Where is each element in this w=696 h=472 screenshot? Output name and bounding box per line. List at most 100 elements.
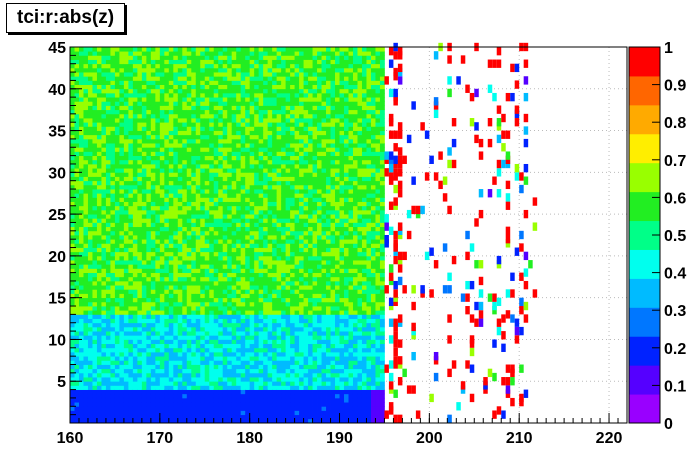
heatmap-cell (222, 97, 228, 102)
heatmap-cell (312, 151, 318, 157)
heatmap-cell (191, 113, 197, 119)
heatmap-cell (159, 251, 165, 257)
heatmap-cell (92, 235, 98, 240)
heatmap-cell (281, 134, 287, 140)
heatmap-cell (294, 230, 300, 236)
heatmap-cell (87, 105, 93, 111)
heatmap-cell (114, 109, 120, 115)
heatmap-cell (123, 360, 129, 365)
heatmap-cell (290, 105, 295, 111)
heatmap-cell (227, 268, 233, 273)
heatmap-cell (159, 159, 165, 165)
heatmap-cell (240, 172, 246, 177)
heatmap-cell (164, 72, 170, 77)
heatmap-cell (195, 356, 201, 361)
heatmap-cell (164, 285, 170, 290)
heatmap-cell (114, 301, 120, 307)
heatmap-cell (114, 280, 120, 286)
heatmap-cell (114, 356, 120, 361)
heatmap-cell (186, 260, 192, 265)
heatmap-cell (308, 118, 313, 123)
heatmap-cell (146, 272, 152, 278)
heatmap-cell (101, 301, 107, 307)
heatmap-cell (200, 322, 206, 328)
heatmap-cell (236, 101, 242, 106)
heatmap-cell (245, 84, 251, 90)
heatmap-cell (195, 214, 201, 219)
heatmap-cell (92, 297, 98, 303)
heatmap-cell (222, 335, 228, 340)
heatmap-cell (303, 109, 309, 115)
heatmap-cell (254, 381, 260, 386)
heatmap-cell (267, 126, 273, 131)
heatmap-cell (312, 122, 318, 127)
heatmap-cell (195, 193, 201, 198)
heatmap-cell (290, 176, 295, 182)
heatmap-cell (191, 67, 197, 73)
heatmap-cell (173, 268, 179, 273)
heatmap-cell (119, 251, 125, 257)
heatmap-cell (218, 184, 224, 190)
heatmap-cell (294, 255, 300, 261)
heatmap-cell (159, 318, 165, 324)
heatmap-cell (236, 230, 242, 236)
heatmap-cell (105, 297, 111, 303)
heatmap-cell (200, 347, 206, 353)
heatmap-cell (303, 97, 309, 102)
heatmap-cell (123, 230, 129, 236)
heatmap-cell (114, 180, 120, 186)
heatmap-cell (70, 138, 75, 144)
heatmap-cell (213, 130, 219, 136)
heatmap-cell (164, 109, 170, 115)
heatmap-cell (294, 272, 300, 278)
heatmap-cell (168, 235, 174, 240)
heatmap-cell (150, 151, 156, 157)
chart-title: tci:r:abs(z) (6, 3, 126, 33)
heatmap-cell (285, 235, 291, 240)
heatmap-cell (303, 264, 309, 269)
heatmap-cell (182, 193, 188, 198)
heatmap-cell (119, 122, 125, 127)
heatmap-cell (70, 260, 75, 265)
heatmap-cell (231, 301, 237, 307)
heatmap-cell (159, 247, 165, 253)
heatmap-cell (70, 201, 75, 207)
heatmap-cell (263, 293, 269, 299)
heatmap-cell (137, 276, 143, 282)
heatmap-cell (182, 80, 188, 85)
heatmap-cell (222, 189, 228, 194)
heatmap-cell (164, 193, 170, 198)
heatmap-cell (272, 331, 278, 336)
heatmap-cell (195, 218, 201, 223)
heatmap-cell (267, 393, 273, 399)
heatmap-cell (245, 343, 251, 349)
heatmap-cell (168, 310, 174, 315)
heatmap-cell (267, 230, 273, 236)
heatmap-cell (96, 226, 102, 232)
heatmap-cell (258, 289, 264, 294)
heatmap-cell (294, 318, 300, 324)
heatmap-cell (114, 414, 120, 420)
heatmap-cell (105, 276, 111, 282)
heatmap-cell (186, 101, 192, 106)
heatmap-cell (218, 389, 224, 395)
heatmap-cell (168, 151, 174, 157)
heatmap-cell (281, 243, 287, 248)
heatmap-cell (204, 335, 210, 340)
heatmap-cell (182, 134, 188, 140)
heatmap-cell (272, 251, 278, 257)
heatmap-cell (150, 105, 156, 111)
heatmap-cell (105, 226, 111, 232)
heatmap-cell (209, 264, 215, 269)
heatmap-cell (299, 88, 304, 94)
heatmap-cell (173, 293, 179, 299)
heatmap-cell (317, 381, 322, 386)
heatmap-cell (150, 113, 156, 119)
heatmap-cell (186, 280, 192, 286)
heatmap-cell (254, 88, 260, 94)
heatmap-cell (110, 63, 116, 69)
heatmap-cell (290, 193, 295, 198)
heatmap-cell (177, 251, 183, 257)
heatmap-cell (155, 214, 161, 219)
heatmap-cell (294, 109, 300, 115)
